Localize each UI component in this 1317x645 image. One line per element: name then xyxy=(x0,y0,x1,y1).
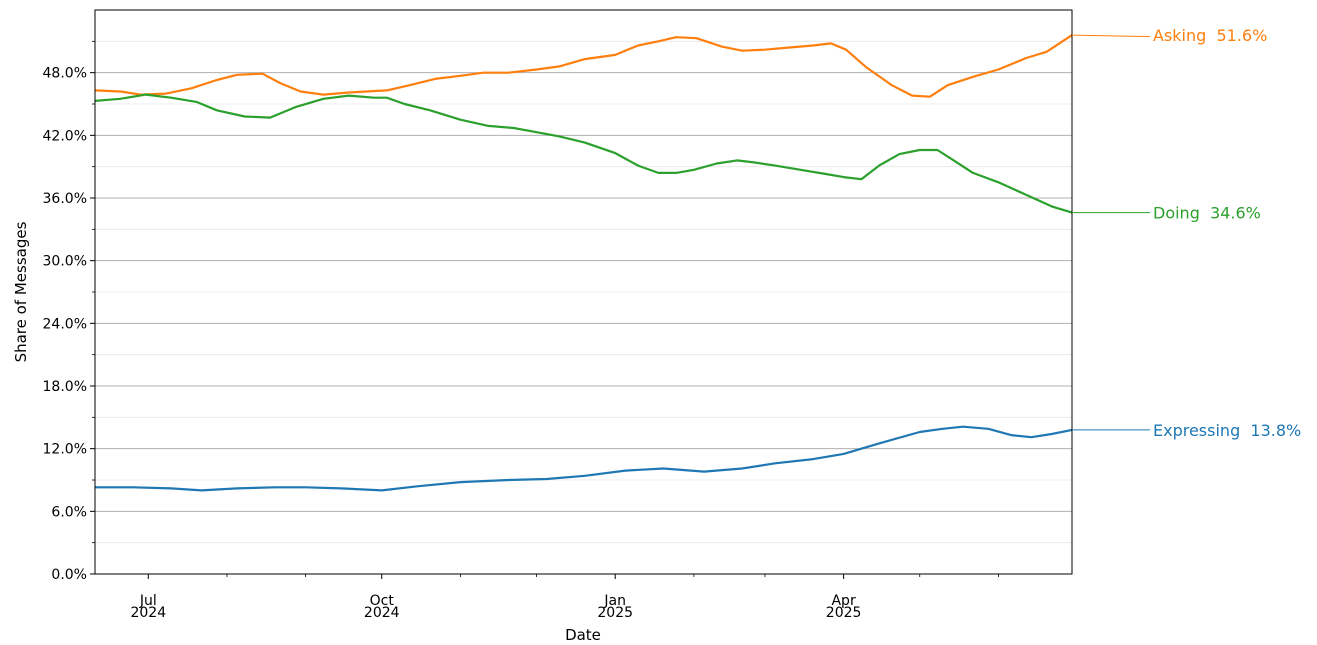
y-tick-label: 42.0% xyxy=(43,128,87,144)
x-tick-label: Jan xyxy=(603,593,626,609)
y-tick-label: 6.0% xyxy=(51,504,87,520)
end-label-asking: Asking 51.6% xyxy=(1153,26,1267,45)
end-label-name: Expressing xyxy=(1153,421,1250,440)
grid-lines xyxy=(95,40,1072,575)
y-tick-label: 36.0% xyxy=(43,191,87,207)
series-line-expressing xyxy=(95,425,1073,492)
x-tick-year-label: 2025 xyxy=(826,605,862,621)
x-axis-title: Date xyxy=(565,626,601,644)
series-line-doing xyxy=(94,93,1073,214)
x-tick-year-label: 2025 xyxy=(597,605,633,621)
series-lines xyxy=(94,34,1073,492)
y-tick-label: 48.0% xyxy=(43,66,87,82)
x-tick-label: Jul xyxy=(139,593,157,609)
end-label-value: 34.6% xyxy=(1210,204,1261,223)
y-tick-label: 30.0% xyxy=(43,254,87,270)
y-axis: 0.0% 6.0% 12.0% 18.0% 24.0% 30.0% 36.0% 42.0% 48… xyxy=(43,40,95,583)
x-tick-label: Apr xyxy=(831,593,855,609)
x-tick-year-label: 2024 xyxy=(364,605,400,621)
y-tick-label: 12.0% xyxy=(43,442,87,458)
y-tick-label: 24.0% xyxy=(43,316,87,332)
end-label-value: 13.8% xyxy=(1250,421,1301,440)
end-labels: Asking 51.6% Doing 34.6% Expressing 13.8% xyxy=(1071,26,1301,440)
end-label-value: 51.6% xyxy=(1216,26,1267,45)
series-line-asking xyxy=(94,34,1073,98)
end-label-doing: Doing 34.6% xyxy=(1153,204,1261,223)
x-tick-label: Oct xyxy=(370,593,395,609)
end-label-expressing: Expressing 13.8% xyxy=(1153,421,1301,440)
y-axis-title: Share of Messages xyxy=(12,221,30,362)
y-tick-label: 0.0% xyxy=(51,567,87,583)
x-tick-year-label: 2024 xyxy=(130,605,166,621)
end-label-name: Asking xyxy=(1153,26,1216,45)
y-tick-label: 18.0% xyxy=(43,379,87,395)
end-label-name: Doing xyxy=(1153,204,1210,223)
leader-line-asking xyxy=(1071,34,1151,38)
